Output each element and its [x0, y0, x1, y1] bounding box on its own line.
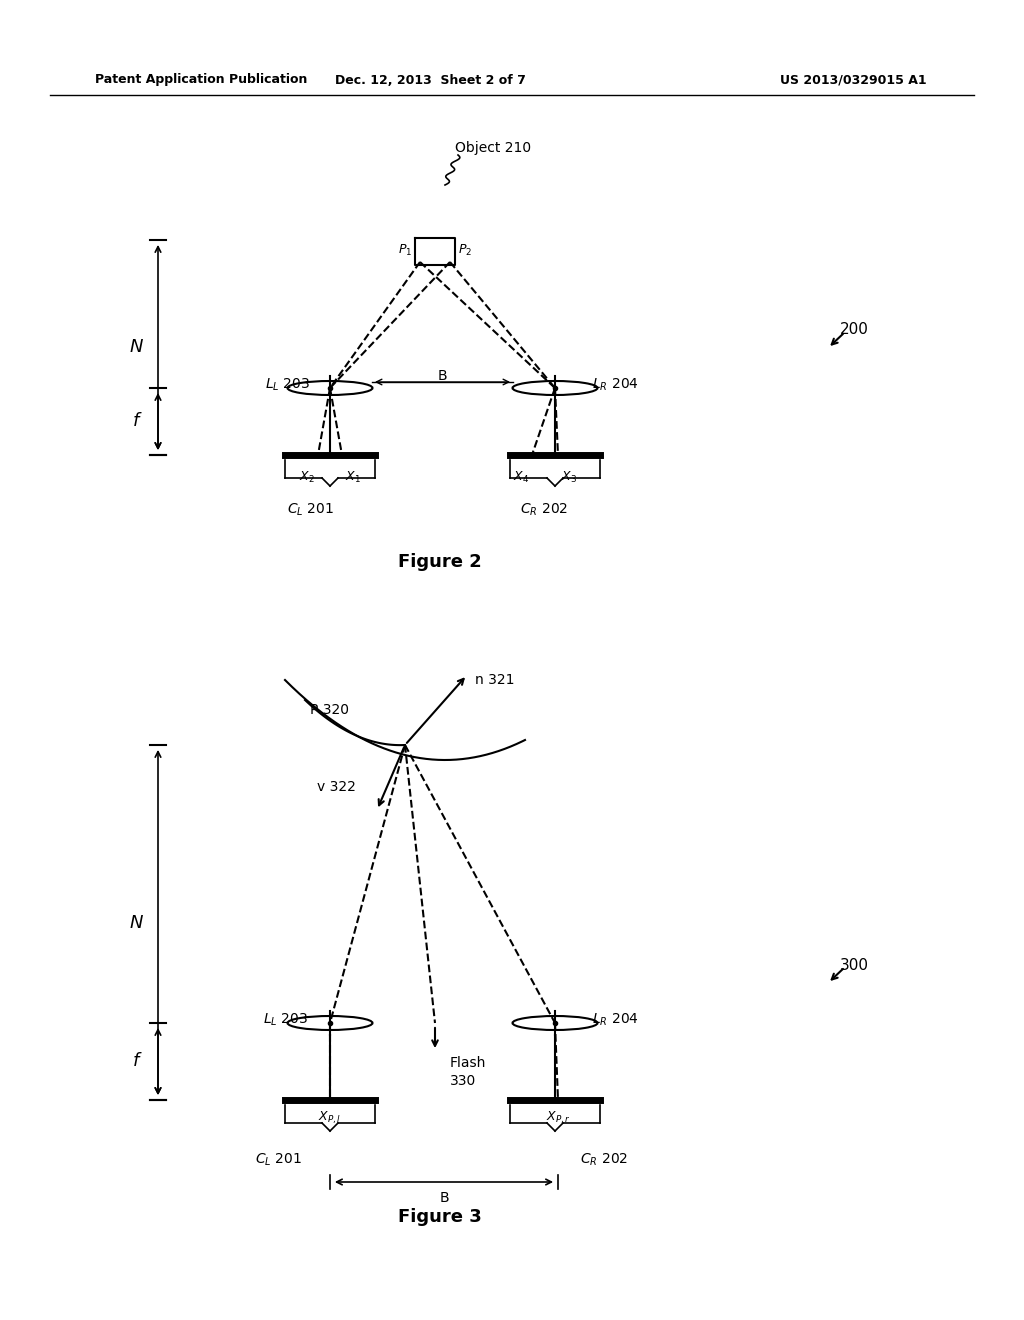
Text: $X_4$: $X_4$	[513, 470, 529, 484]
Text: $P_2$: $P_2$	[458, 243, 472, 257]
Text: Figure 3: Figure 3	[398, 1208, 482, 1226]
Text: $C_L$ 201: $C_L$ 201	[287, 502, 334, 519]
Text: $L_L$ 203: $L_L$ 203	[265, 376, 310, 393]
Text: $L_R$ 204: $L_R$ 204	[592, 376, 639, 393]
Text: $C_L$ 201: $C_L$ 201	[255, 1152, 302, 1168]
Text: $X_2$: $X_2$	[299, 470, 315, 484]
Text: Dec. 12, 2013  Sheet 2 of 7: Dec. 12, 2013 Sheet 2 of 7	[335, 74, 525, 87]
Text: 300: 300	[840, 957, 869, 973]
Text: US 2013/0329015 A1: US 2013/0329015 A1	[780, 74, 927, 87]
Text: Flash: Flash	[450, 1056, 486, 1071]
Text: n 321: n 321	[475, 673, 514, 686]
Text: B: B	[439, 1191, 449, 1205]
Text: $L_L$ 203: $L_L$ 203	[263, 1012, 308, 1028]
Text: P 320: P 320	[310, 704, 349, 717]
Text: f: f	[133, 1052, 139, 1071]
Text: $L_R$ 204: $L_R$ 204	[592, 1012, 639, 1028]
Text: $X_{P,r}$: $X_{P,r}$	[546, 1110, 570, 1126]
Text: N: N	[129, 338, 142, 356]
Text: N: N	[129, 913, 142, 932]
Text: f: f	[133, 412, 139, 430]
Text: $C_R$ 202: $C_R$ 202	[580, 1152, 629, 1168]
Text: 200: 200	[840, 322, 869, 338]
Text: Object 210: Object 210	[455, 141, 531, 154]
Text: v 322: v 322	[317, 780, 356, 795]
Text: $X_3$: $X_3$	[561, 470, 577, 484]
Text: Figure 2: Figure 2	[398, 553, 482, 572]
Text: 330: 330	[450, 1074, 476, 1088]
Text: $X_{P,l}$: $X_{P,l}$	[318, 1110, 342, 1126]
Text: $P_1$: $P_1$	[397, 243, 412, 257]
Text: $C_R$ 202: $C_R$ 202	[520, 502, 568, 519]
Text: $X_1$: $X_1$	[345, 470, 360, 484]
Text: Patent Application Publication: Patent Application Publication	[95, 74, 307, 87]
Text: B: B	[437, 370, 447, 383]
